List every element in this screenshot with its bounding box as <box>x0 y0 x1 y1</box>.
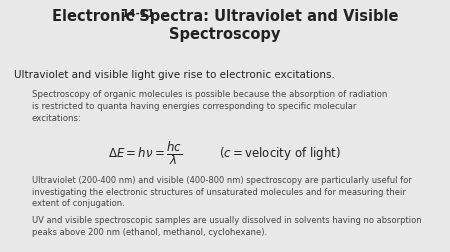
Text: UV and visible spectroscopic samples are usually dissolved in solvents having no: UV and visible spectroscopic samples are… <box>32 215 421 236</box>
Text: Spectroscopy of organic molecules is possible because the absorption of radiatio: Spectroscopy of organic molecules is pos… <box>32 89 387 123</box>
Text: 14-11: 14-11 <box>122 9 155 19</box>
Text: $\Delta E = h\nu = \dfrac{hc}{\lambda}$          $(c = \mathrm{velocity\ of\ lig: $\Delta E = h\nu = \dfrac{hc}{\lambda}$ … <box>108 140 342 166</box>
Text: Ultraviolet and visible light give rise to electronic excitations.: Ultraviolet and visible light give rise … <box>14 69 334 79</box>
Text: Electronic Spectra: Ultraviolet and Visible
Spectroscopy: Electronic Spectra: Ultraviolet and Visi… <box>52 9 398 42</box>
Text: Ultraviolet (200-400 nm) and visible (400-800 nm) spectroscopy are particularly : Ultraviolet (200-400 nm) and visible (40… <box>32 175 411 208</box>
